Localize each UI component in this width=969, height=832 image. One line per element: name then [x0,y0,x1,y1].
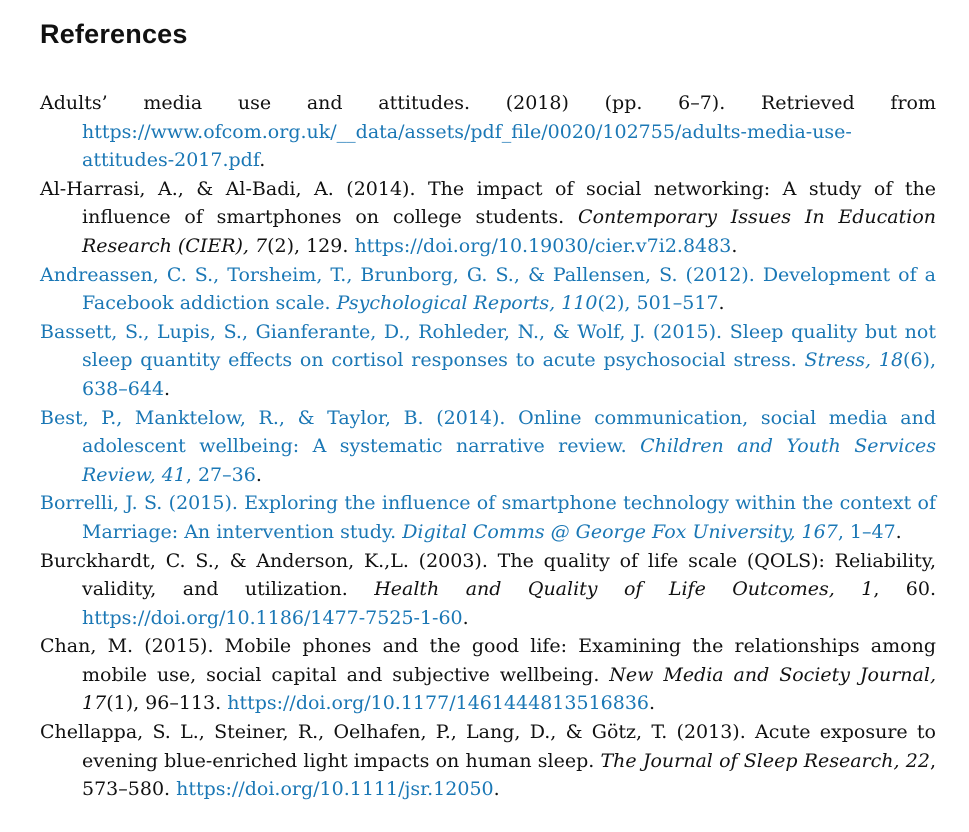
reference-details: (1), 96–113. [106,692,228,715]
reference-details: , 60. [873,578,937,601]
journal-title[interactable]: Psychological Reports, 110 [336,292,598,315]
reference-details[interactable]: , 27–36 [185,463,256,486]
journal-title[interactable]: Stress, 18 [804,349,904,372]
journal-title: The Journal of Sleep Research, 22 [600,749,930,772]
reference-details[interactable]: (6), 638–644 [82,349,936,400]
reference-link[interactable]: https://www.ofcom.org.uk/__data/assets/p… [82,120,852,172]
reference-text: Burckhardt, C. S., & Anderson, K.,L. (20… [40,549,936,601]
journal-title[interactable]: Children and Youth Services Review, 41 [82,435,936,486]
reference-text: Chellappa, S. L., Steiner, R., Oelhafen,… [40,721,936,772]
reference-link[interactable]: https://doi.org/10.1186/1477-7525-1-60 [82,606,463,629]
reference-item: Best, P., Manktelow, R., & Taylor, B. (2… [40,406,936,486]
reference-text-link[interactable]: Best, P., Manktelow, R., & Taylor, B. (2… [40,406,936,458]
reference-item: Andreassen, C. S., Torsheim, T., Brunbor… [40,263,936,315]
reference-details: (2), 129. [267,234,355,257]
reference-item: Adults’ media use and attitudes. (2018) … [40,92,936,172]
reference-text-link[interactable]: Bassett, S., Lupis, S., Gianferante, D.,… [40,320,936,372]
journal-title: New Media and Society Journal, 17 [82,663,936,715]
journal-title: Health and Quality of Life Outcomes, 1 [374,578,874,601]
reference-text-link[interactable]: Borrelli, J. S. (2015). Exploring the in… [40,492,936,543]
reference-details[interactable]: , 1–47 [837,520,896,543]
reference-text: Al-Harrasi, A., & Al-Badi, A. (2014). Th… [40,177,936,229]
reference-item: Burckhardt, C. S., & Anderson, K.,L. (20… [40,549,937,629]
references-section: References Adults’ media use and attitud… [40,14,936,804]
reference-text: Chan, M. (2015). Mobile phones and the g… [40,635,936,686]
reference-details: , 573–580. [82,749,936,801]
reference-item: Chan, M. (2015). Mobile phones and the g… [40,635,936,715]
journal-title: Contemporary Issues In Education Researc… [82,206,936,257]
reference-text: Adults’ media use and attitudes. (2018) … [40,92,936,114]
reference-item: Borrelli, J. S. (2015). Exploring the in… [40,492,936,543]
reference-details[interactable]: (2), 501–517 [597,292,719,315]
reference-link[interactable]: https://doi.org/10.19030/cier.v7i2.8483 [354,234,732,257]
reference-item: Chellappa, S. L., Steiner, R., Oelhafen,… [40,721,936,801]
reference-item: Al-Harrasi, A., & Al-Badi, A. (2014). Th… [40,177,936,257]
journal-title[interactable]: Digital Comms @ George Fox University, 1… [402,520,838,543]
reference-text-link[interactable]: Andreassen, C. S., Torsheim, T., Brunbor… [40,263,936,315]
reference-item: Bassett, S., Lupis, S., Gianferante, D.,… [40,320,936,400]
section-heading: References [40,19,188,49]
reference-link[interactable]: https://doi.org/10.1111/jsr.12050 [176,778,494,801]
reference-link[interactable]: https://doi.org/10.1177/1461444813516836 [227,692,650,715]
